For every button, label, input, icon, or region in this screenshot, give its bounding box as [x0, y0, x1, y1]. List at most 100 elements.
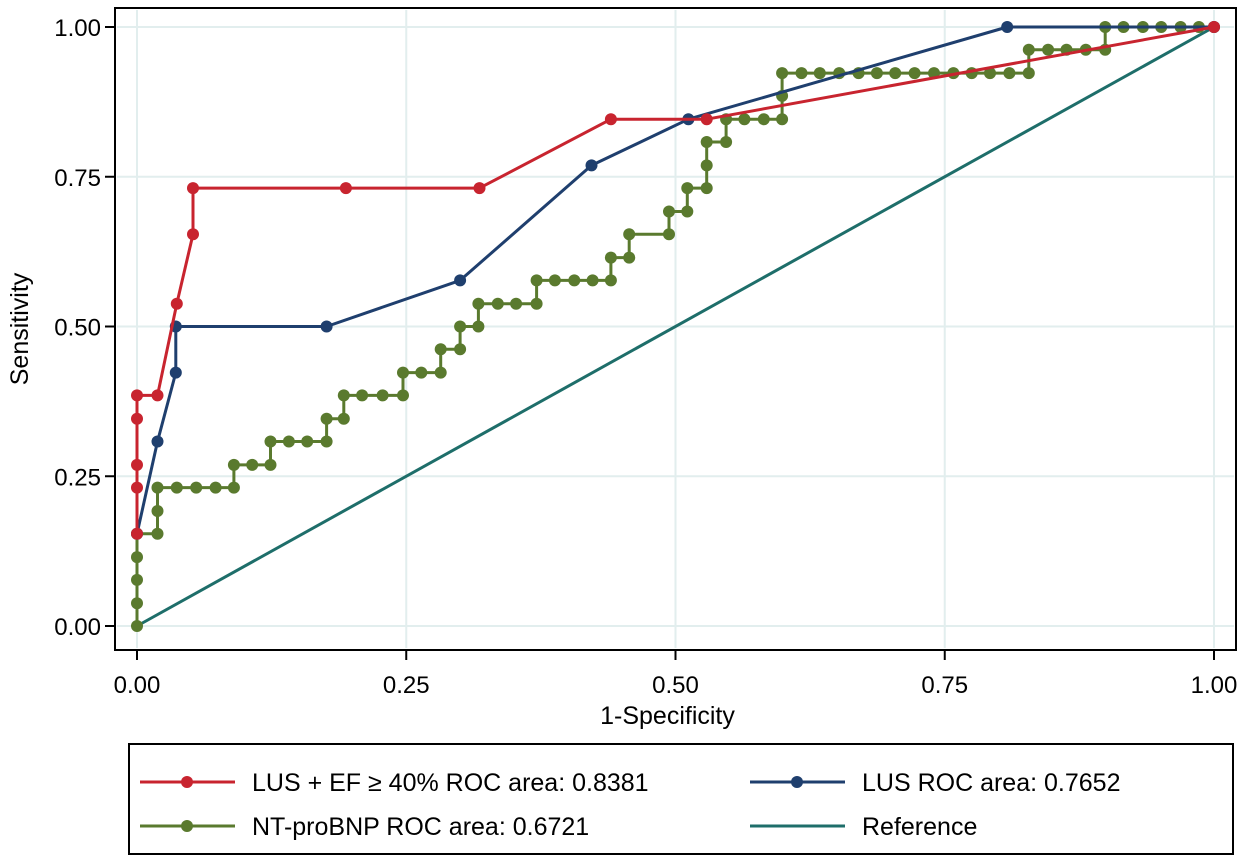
data-point: [738, 113, 751, 126]
data-point: [548, 274, 561, 287]
x-tick-label: 0.00: [114, 672, 161, 699]
data-point: [604, 113, 617, 126]
data-point: [246, 458, 259, 471]
data-point: [623, 251, 636, 264]
data-point: [454, 343, 467, 356]
y-axis-title: Sensitivity: [6, 272, 34, 385]
data-point: [209, 481, 222, 494]
data-point: [604, 251, 617, 264]
data-point: [190, 481, 203, 494]
data-point: [700, 113, 713, 126]
legend-label: LUS ROC area: 0.7652: [862, 769, 1120, 797]
series-3: [136, 25, 1215, 628]
data-point: [151, 389, 164, 402]
data-point: [169, 366, 182, 379]
y-tick-label: 0.50: [54, 315, 101, 342]
legend-marker: [791, 776, 803, 788]
data-point: [151, 527, 164, 540]
x-tick-label: 0.50: [652, 672, 699, 699]
y-tick-label: 0.75: [54, 165, 101, 192]
data-point: [1022, 43, 1035, 56]
data-point: [491, 297, 504, 310]
data-point: [434, 343, 447, 356]
data-point: [1208, 21, 1220, 33]
data-point: [720, 136, 733, 148]
data-point: [131, 551, 143, 564]
legend-item: NT-proBNP ROC area: 0.6721: [140, 813, 589, 841]
legend-label: LUS + EF ≥ 40% ROC area: 0.8381: [252, 769, 649, 797]
data-point: [320, 412, 333, 425]
data-point: [530, 297, 543, 310]
data-point: [454, 320, 467, 333]
data-point: [663, 205, 675, 218]
data-point: [585, 159, 598, 172]
data-point: [131, 389, 143, 402]
legend-marker: [181, 776, 193, 788]
data-point: [227, 458, 240, 471]
data-point: [397, 389, 409, 402]
data-point: [700, 159, 713, 172]
y-tick-label: 0.00: [54, 614, 101, 641]
data-point: [1001, 21, 1014, 33]
x-tick-label: 0.25: [383, 672, 430, 699]
data-point: [151, 505, 164, 517]
data-point: [681, 205, 694, 218]
data-point: [131, 573, 143, 586]
data-point: [337, 389, 350, 402]
data-point: [415, 366, 428, 379]
data-point: [776, 67, 789, 80]
series-line: [135, 25, 1214, 535]
data-point: [984, 67, 996, 80]
x-axis-title: 1-Specificity: [600, 702, 735, 730]
legend-label: Reference: [862, 813, 977, 841]
data-point: [813, 67, 826, 80]
data-point: [1003, 67, 1016, 80]
data-point: [472, 320, 485, 333]
y-axis: 0.00 0.25 0.50 0.75 1.00: [54, 15, 115, 641]
data-point: [320, 320, 333, 333]
data-point: [131, 527, 143, 540]
data-point: [131, 620, 143, 632]
data-point: [264, 458, 277, 471]
series-layer: [131, 21, 1220, 632]
series-line: [136, 25, 1215, 628]
x-tick-label: 1.00: [1191, 672, 1238, 699]
data-point: [586, 274, 599, 287]
x-tick-label: 0.75: [921, 672, 968, 699]
data-point: [473, 182, 486, 195]
data-point: [776, 113, 789, 126]
data-point: [434, 366, 447, 379]
legend-box: [128, 743, 1234, 855]
data-point: [1042, 43, 1055, 56]
data-point: [454, 274, 467, 287]
data-point: [170, 481, 183, 494]
series-0: [131, 21, 1220, 540]
legend-item: LUS ROC area: 0.7652: [750, 769, 1120, 797]
y-tick-label: 0.25: [54, 464, 101, 491]
data-point: [1022, 67, 1035, 80]
data-point: [227, 481, 240, 494]
data-point: [757, 113, 770, 126]
data-point: [131, 597, 143, 610]
data-point: [870, 67, 883, 80]
data-point: [623, 228, 636, 241]
data-point: [889, 67, 902, 80]
data-point: [356, 389, 369, 402]
data-point: [339, 182, 352, 195]
data-point: [170, 297, 183, 310]
data-point: [131, 412, 143, 425]
data-point: [151, 481, 164, 494]
data-point: [301, 435, 314, 448]
data-point: [131, 458, 143, 471]
data-point: [510, 297, 523, 310]
legend-marker: [181, 820, 193, 832]
data-point: [397, 366, 409, 379]
data-point: [681, 182, 694, 195]
series-line: [135, 25, 1215, 534]
data-point: [568, 274, 581, 287]
data-point: [472, 297, 485, 310]
data-point: [320, 435, 333, 448]
data-point: [187, 228, 199, 241]
